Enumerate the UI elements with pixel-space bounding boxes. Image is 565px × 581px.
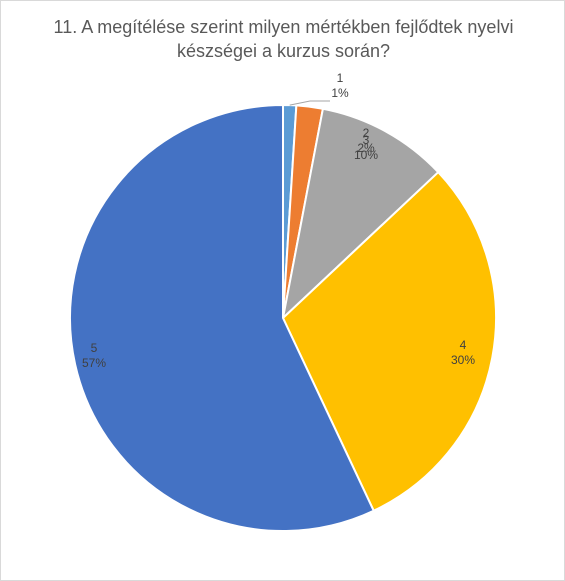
pie-slice-5 [69,104,375,532]
leader-lines [289,100,330,106]
slice-category-label-2: 2 [363,126,370,140]
slice-percent-label-2: 2% [357,141,375,155]
slice-labels: 11% 22%310% 430% 557% [82,71,475,370]
slice-category-label-5: 5 [91,341,98,355]
slice-percent-label-1: 1% [331,86,349,100]
slice-percent-label-3: 10% [354,148,378,162]
chart-title: 11. A megítélése szerint milyen mértékbe… [1,15,565,63]
slice-percent-label-5: 57% [82,356,106,370]
chart-title-line-2: készségei a kurzus során? [176,41,391,61]
slice-category-label-3: 3 [363,133,370,147]
pie-slice-4 [282,171,497,512]
chart-title-line-1: 11. A megítélése szerint milyen mértékbe… [53,17,514,37]
slice-category-label-1: 1 [337,71,344,85]
leader-line-1 [289,100,330,106]
pie-slices [69,104,497,532]
slice-percent-label-4: 30% [451,353,475,367]
pie-slice-3 [282,107,440,319]
slice-category-label-4: 4 [460,338,467,352]
